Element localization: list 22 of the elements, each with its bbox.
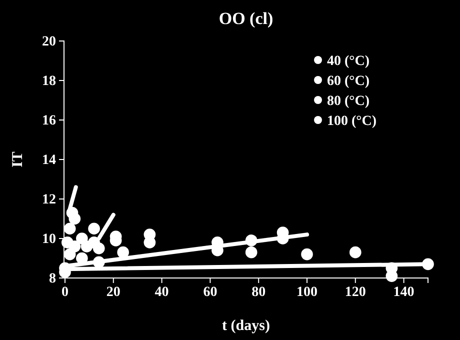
y-tick-label: 18: [42, 74, 56, 89]
y-tick-label: 20: [42, 34, 56, 50]
y-tick-label: 14: [42, 152, 56, 168]
y-tick-label: 16: [42, 113, 56, 128]
y-tick-label: 10: [42, 232, 56, 247]
x-tick-label: 140: [393, 284, 414, 300]
x-axis-title: t (days): [222, 318, 270, 334]
legend-label: 60 (°C): [327, 74, 370, 89]
legend-label: 100 (°C): [327, 114, 377, 129]
x-tick-label: 60: [203, 284, 218, 300]
x-tick-label: 40: [154, 284, 169, 300]
x-tick-label: 100: [296, 284, 318, 300]
legend-label: 40 (°C): [327, 54, 370, 69]
y-tick-label: 12: [42, 192, 56, 208]
x-tick-label: 120: [344, 284, 366, 300]
x-tick-label: 80: [252, 284, 266, 300]
x-tick-label: 20: [106, 284, 120, 300]
legend-label: 80 (°C): [327, 94, 370, 109]
y-tick-label: 8: [49, 271, 56, 286]
y-axis-title: IT: [10, 152, 26, 168]
x-tick-label: 0: [62, 284, 68, 300]
chart-title: OO (cl): [218, 9, 274, 28]
